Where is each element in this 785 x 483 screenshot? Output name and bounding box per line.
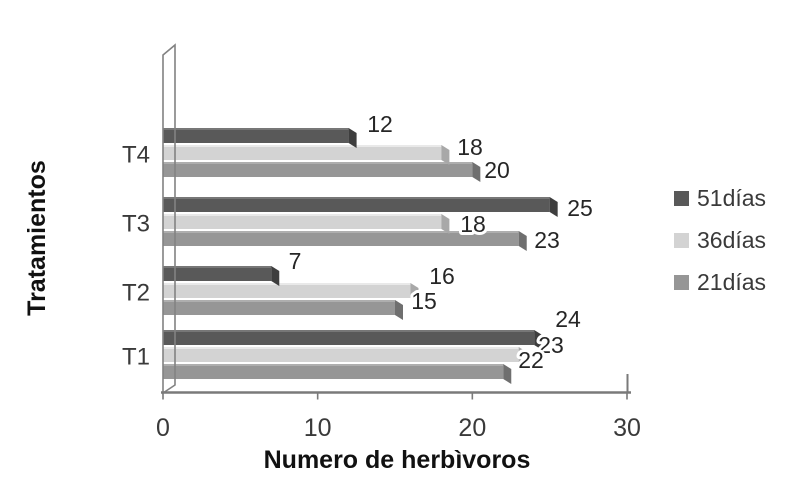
bar-end-cap xyxy=(518,231,527,251)
bar-T3-51días xyxy=(163,197,550,212)
legend-item-label: 51días xyxy=(697,185,767,211)
legend-swatch-icon xyxy=(674,191,689,206)
category-label-T4: T4 xyxy=(122,142,150,169)
category-label-T2: T2 xyxy=(122,280,150,307)
x-axis-tick-label: 0 xyxy=(156,414,170,442)
data-label-T3-36días: 18 xyxy=(460,211,486,237)
data-label-T2-21días: 15 xyxy=(411,288,437,314)
bar-end-cap xyxy=(271,266,280,286)
data-label-T3-51días: 25 xyxy=(567,195,593,221)
bar-T3-36días xyxy=(163,214,442,229)
y-axis-title: Tratamientos xyxy=(23,160,51,316)
data-label-T2-36días: 16 xyxy=(429,263,455,289)
category-label-T1: T1 xyxy=(122,344,150,371)
data-label-T1-36días: 23 xyxy=(538,332,564,358)
bar-end-cap xyxy=(534,330,543,350)
legend-item-36días: 36días xyxy=(674,227,767,253)
data-label-T4-51días: 12 xyxy=(367,111,393,137)
bar-end-cap xyxy=(518,347,527,367)
bar-T1-21días xyxy=(163,364,504,379)
wall-edge xyxy=(162,43,176,395)
legend-swatch-icon xyxy=(674,233,689,248)
bar-T1-36días xyxy=(163,347,519,362)
bar-end-cap xyxy=(395,300,403,320)
bar-T4-36días xyxy=(163,145,442,160)
legend-swatch-icon xyxy=(674,275,689,290)
legend-item-21días: 21días xyxy=(674,269,767,295)
legend-item-label: 21días xyxy=(697,269,767,295)
bar-T4-51días xyxy=(163,128,349,143)
bar-T3-21días xyxy=(163,231,519,246)
legend-item-label: 36días xyxy=(697,227,767,253)
bar-end-cap xyxy=(441,214,450,234)
bar-T1-51días xyxy=(163,330,535,345)
data-label-T4-36días: 18 xyxy=(457,134,483,160)
legend-item-51días: 51días xyxy=(674,185,767,211)
x-axis-tick-label: 30 xyxy=(613,414,641,442)
x-axis-tick-label: 20 xyxy=(458,414,486,442)
data-label-T1-21días: 22 xyxy=(518,347,544,373)
category-label-T3: T3 xyxy=(122,211,150,238)
bar-end-cap xyxy=(549,197,558,217)
bar-end-cap xyxy=(410,283,419,303)
data-label-T2-51días: 7 xyxy=(289,248,302,274)
bar-T4-21días xyxy=(163,162,473,177)
data-label-T3-21días: 23 xyxy=(534,227,560,253)
x-axis-tick-label: 10 xyxy=(304,414,332,442)
bar-end-cap xyxy=(348,128,357,148)
legend: 51días 36días 21días xyxy=(674,185,767,313)
data-label-T1-51días: 24 xyxy=(555,306,581,332)
bar-T2-36días xyxy=(163,283,411,298)
bar-T2-21días xyxy=(163,300,395,315)
bar-T2-51días xyxy=(163,266,272,281)
data-label-T4-21días: 20 xyxy=(484,157,510,183)
bar-end-cap xyxy=(503,364,512,384)
bar-end-cap xyxy=(441,145,450,165)
bar-end-cap xyxy=(472,162,481,182)
x-axis-title: Numero de herbìvoros xyxy=(263,446,531,474)
